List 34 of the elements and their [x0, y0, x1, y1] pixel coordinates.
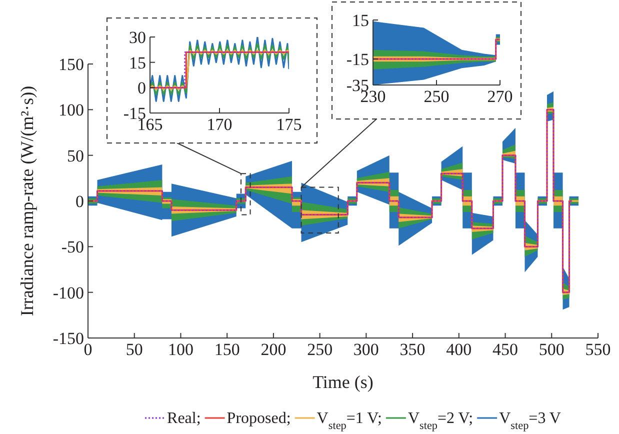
y-tick-label: 150	[58, 54, 84, 74]
y-tick-label: -15	[346, 50, 369, 69]
legend-label: V$_{step}$=3 V	[499, 410, 562, 432]
line-series	[150, 42, 289, 96]
x-tick-label: 270	[487, 87, 513, 106]
y-tick-label: -150	[52, 328, 84, 348]
x-tick-label: 200	[260, 340, 286, 360]
x-tick-label: 170	[206, 115, 232, 134]
y-tick-label: 15	[129, 53, 146, 72]
y-tick-label: 100	[58, 100, 84, 120]
legend-label: V$_{step}$=2 V;	[408, 410, 474, 432]
legend-label: V$_{step}$=1 V;	[316, 410, 382, 432]
x-tick-label: 150	[214, 340, 240, 360]
x-tick-label: 350	[400, 340, 426, 360]
x-tick-label: 450	[492, 340, 518, 360]
y-tick-label: -100	[52, 283, 84, 302]
line-series	[150, 37, 289, 102]
x-tick-label: 100	[168, 340, 194, 360]
y-tick-label: 15	[352, 10, 369, 30]
x-tick-label: 175	[276, 115, 302, 134]
x-tick-label: 250	[424, 87, 450, 106]
x-axis-title: Time (s)	[312, 372, 374, 392]
y-tick-label: -50	[61, 238, 84, 257]
legend-label: Real;	[167, 410, 201, 427]
x-tick-label: 500	[538, 340, 564, 360]
y-tick-label: 30	[129, 28, 146, 47]
x-tick-label: 550	[585, 340, 611, 360]
x-tick-label: 250	[307, 340, 333, 360]
x-tick-label: 400	[446, 340, 472, 360]
y-tick-label: 0	[76, 192, 84, 211]
y-tick-label: 50	[67, 146, 84, 166]
legend-label: Proposed;	[226, 410, 291, 427]
x-tick-label: 300	[353, 340, 379, 360]
y-axis-title: Irradiance ramp-rate (W/(m²·s))	[17, 86, 37, 316]
